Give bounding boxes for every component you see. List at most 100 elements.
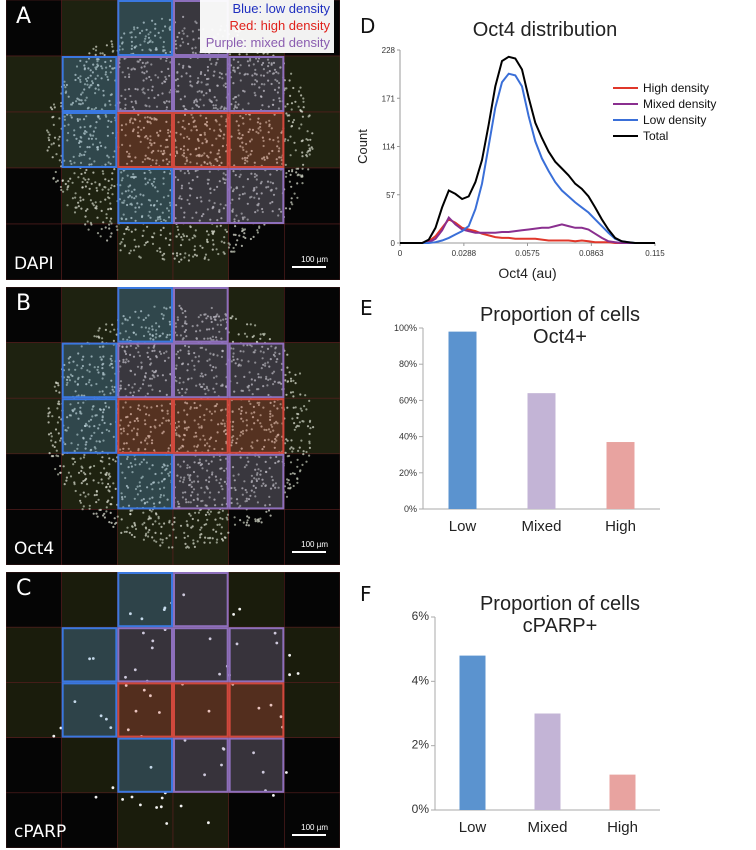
bar-low: [448, 331, 477, 509]
nucleus-dot: [216, 431, 219, 434]
nucleus-dot: [182, 41, 185, 44]
nucleus-dot: [123, 442, 126, 445]
nucleus-dot: [223, 252, 226, 255]
nucleus-dot: [206, 154, 209, 157]
nucleus-dot: [199, 528, 202, 531]
nucleus-dot: [278, 147, 281, 150]
nucleus-dot: [146, 240, 149, 243]
nucleus-dot: [186, 35, 189, 38]
nucleus-dot: [101, 431, 104, 434]
nucleus-dot: [142, 21, 145, 24]
panel-letter-a: A: [16, 4, 32, 29]
nucleus-dot: [165, 537, 168, 540]
nucleus-dot: [146, 442, 149, 445]
nucleus-dot: [203, 152, 206, 155]
image-tile: [6, 626, 62, 683]
nucleus-dot: [148, 105, 151, 108]
nucleus-dot: [204, 392, 207, 395]
nucleus-dot: [140, 215, 144, 219]
nucleus-dot: [271, 479, 274, 482]
nucleus-dot: [110, 232, 113, 235]
nucleus-dot: [238, 137, 241, 140]
nucleus-dot: [254, 520, 257, 523]
nucleus-dot: [83, 83, 87, 86]
nucleus-dot: [192, 498, 195, 502]
nucleus-dot: [76, 119, 80, 122]
series-line-low-density: [400, 72, 655, 244]
nucleus-dot: [234, 225, 237, 228]
nucleus-dot: [247, 360, 250, 363]
nucleus-dot: [130, 196, 133, 199]
nucleus-dot: [151, 184, 155, 187]
nucleus-dot: [138, 354, 141, 357]
nucleus-dot: [219, 224, 222, 227]
nucleus-dot: [91, 415, 94, 418]
nucleus-dot: [144, 116, 147, 119]
nucleus-dot: [220, 526, 223, 529]
image-tile: [172, 682, 229, 738]
nucleus-dot: [159, 538, 162, 541]
nucleus-dot: [105, 386, 108, 389]
nucleus-dot: [67, 95, 70, 98]
nucleus-dot: [260, 484, 263, 487]
nucleus-dot: [272, 61, 276, 64]
nucleus-dot: [185, 520, 188, 523]
nucleus-dot: [143, 419, 146, 422]
nucleus-dot: [238, 607, 242, 611]
density-legend: Blue: low density Red: high density Purp…: [199, 0, 334, 53]
nucleus-dot: [175, 252, 179, 255]
nucleus-dot: [120, 171, 123, 174]
nucleus-dot: [80, 465, 83, 468]
nucleus-dot: [96, 232, 100, 235]
nucleus-dot: [142, 379, 145, 382]
nucleus-dot: [273, 422, 276, 425]
nucleus-dot: [196, 324, 199, 327]
nucleus-dot: [161, 332, 164, 335]
nucleus-dot: [217, 315, 221, 318]
nucleus-dot: [80, 207, 83, 210]
nucleus-dot: [209, 364, 212, 367]
nucleus-dot: [167, 472, 170, 475]
y-tick-label: 228: [382, 46, 396, 55]
nucleus-dot: [70, 116, 73, 119]
nucleus-dot: [59, 439, 62, 442]
image-tile: [6, 287, 62, 343]
nucleus-dot: [94, 106, 98, 110]
nucleus-dot: [160, 525, 163, 528]
nucleus-dot: [104, 198, 107, 201]
nucleus-dot: [149, 377, 152, 380]
image-tile: [284, 397, 340, 455]
nucleus-dot: [257, 477, 260, 480]
nucleus-dot: [105, 510, 108, 513]
nucleus-dot: [134, 709, 138, 713]
nucleus-dot: [189, 75, 192, 78]
nucleus-dot: [216, 354, 219, 357]
nucleus-dot: [232, 82, 235, 85]
nucleus-dot: [206, 337, 209, 340]
nucleus-dot: [186, 148, 189, 151]
image-tile: [284, 453, 340, 510]
nucleus-dot: [267, 378, 270, 381]
nucleus-dot: [127, 360, 130, 363]
nucleus-dot: [102, 514, 105, 517]
nucleus-dot: [165, 59, 168, 63]
y-tick-label: 171: [382, 94, 396, 103]
nucleus-dot: [127, 384, 130, 387]
nucleus-dot: [151, 349, 154, 353]
nucleus-dot: [272, 383, 275, 386]
nucleus-dot: [240, 137, 243, 140]
nucleus-dot: [92, 204, 95, 207]
chart-title: Oct4 distribution: [473, 19, 618, 41]
nucleus-dot: [298, 127, 301, 130]
nucleus-dot: [271, 372, 274, 375]
nucleus-dot: [218, 76, 221, 79]
nucleus-dot: [164, 379, 167, 382]
nucleus-dot: [232, 358, 235, 361]
nucleus-dot: [200, 133, 203, 137]
nucleus-dot: [246, 73, 249, 76]
nucleus-dot: [292, 395, 295, 398]
high-density-region: [173, 112, 229, 168]
nucleus-dot: [224, 173, 227, 176]
nucleus-dot: [254, 468, 257, 471]
nucleus-dot: [79, 80, 82, 83]
